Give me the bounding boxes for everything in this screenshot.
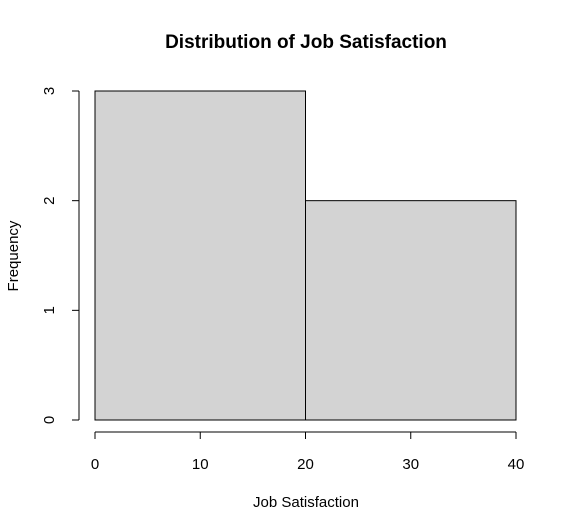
x-tick-label-20: 20	[297, 456, 314, 473]
y-axis-label: Frequency	[5, 220, 22, 291]
x-tick-label-10: 10	[192, 456, 209, 473]
y-tick-label-2: 2	[41, 196, 58, 204]
x-axis-label: Job Satisfaction	[253, 494, 359, 511]
y-tick-label-0: 0	[41, 416, 58, 424]
x-tick-label-30: 30	[402, 456, 419, 473]
histogram-bar-0	[94, 90, 306, 421]
y-tick-label-1: 1	[41, 306, 58, 314]
y-axis: 0 1 2 3	[41, 87, 80, 424]
x-tick-label-0: 0	[91, 456, 99, 473]
chart-title: Distribution of Job Satisfaction	[165, 32, 447, 53]
bars-group	[94, 90, 517, 421]
histogram-bar-1	[305, 200, 517, 421]
x-axis: 0 10 20 30 40	[91, 431, 525, 473]
x-tick-label-40: 40	[508, 456, 525, 473]
y-tick-label-3: 3	[41, 87, 58, 95]
